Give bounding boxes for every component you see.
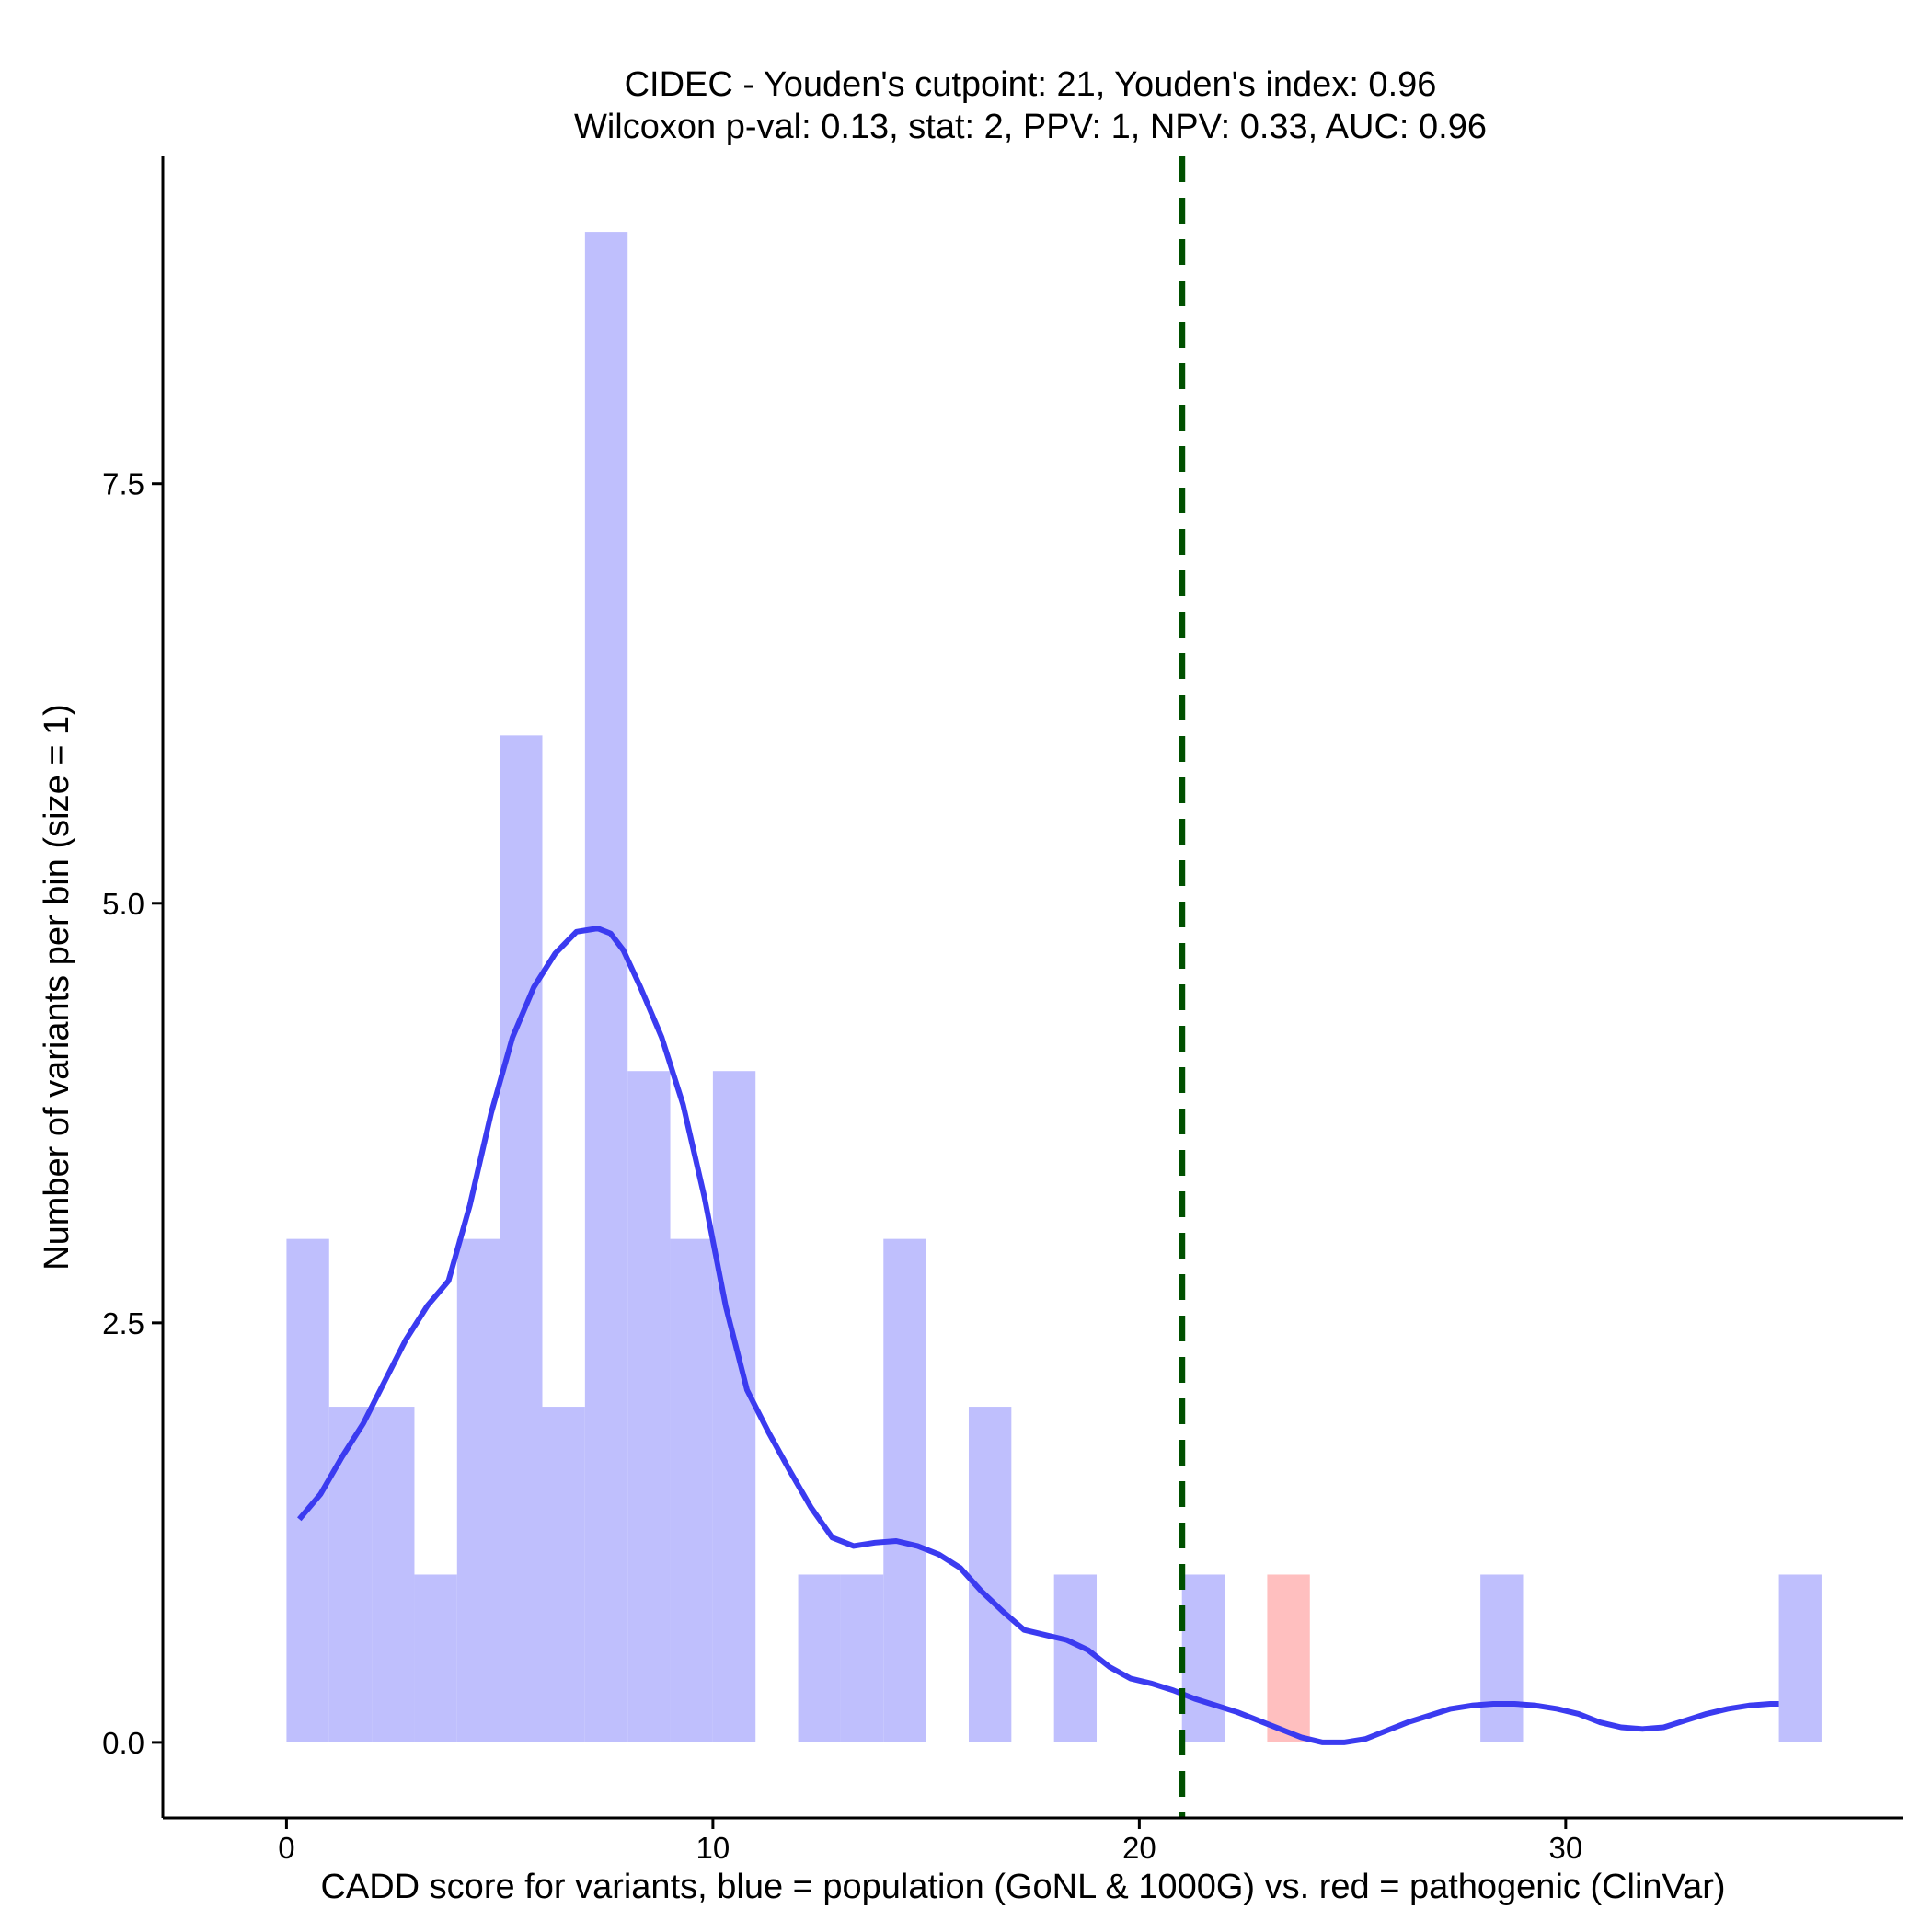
y-tick-label: 0.0 (102, 1726, 144, 1760)
histogram-bar (414, 1574, 457, 1742)
histogram-bar (798, 1574, 841, 1742)
histogram-bar (542, 1407, 585, 1742)
chart-subtitle: Wilcoxon p-val: 0.13, stat: 2, PPV: 1, N… (574, 108, 1487, 146)
tick-labels: 0 10 20 30 0.0 2.5 5.0 7.5 (102, 467, 1582, 1865)
axes (161, 156, 1903, 1820)
y-tick-label: 5.0 (102, 887, 144, 921)
histogram-bar (1480, 1574, 1524, 1742)
histogram-bar (670, 1238, 713, 1742)
histogram-bar (500, 735, 543, 1742)
histogram-bars (286, 232, 1822, 1742)
histogram-bar (883, 1238, 926, 1742)
x-tick-label: 10 (696, 1831, 730, 1865)
x-axis-title: CADD score for variants, blue = populati… (320, 1868, 1725, 1906)
histogram-bar (968, 1407, 1012, 1742)
histogram-bar (456, 1238, 500, 1742)
x-tick-label: 30 (1548, 1831, 1582, 1865)
chart-title: CIDEC - Youden's cutpoint: 21, Youden's … (625, 65, 1437, 104)
histogram-bar (1181, 1574, 1225, 1742)
x-tick-label: 0 (278, 1831, 294, 1865)
histogram-bar (584, 232, 628, 1742)
histogram-bar (840, 1574, 884, 1742)
y-tick-label: 7.5 (102, 467, 144, 501)
histogram-bar (1053, 1574, 1098, 1742)
histogram-bar (712, 1071, 756, 1742)
histogram-bar (1267, 1574, 1310, 1742)
density-curve (297, 926, 1779, 1745)
x-tick-label: 20 (1122, 1831, 1156, 1865)
histogram-bar (328, 1407, 373, 1742)
histogram-bar (1778, 1574, 1822, 1742)
y-axis-title: Number of variants per bin (size = 1) (38, 704, 76, 1271)
y-tick-label: 2.5 (102, 1306, 144, 1340)
density-curve-layer (297, 926, 1779, 1745)
histogram-bar (372, 1407, 415, 1742)
histogram-bar (627, 1071, 671, 1742)
